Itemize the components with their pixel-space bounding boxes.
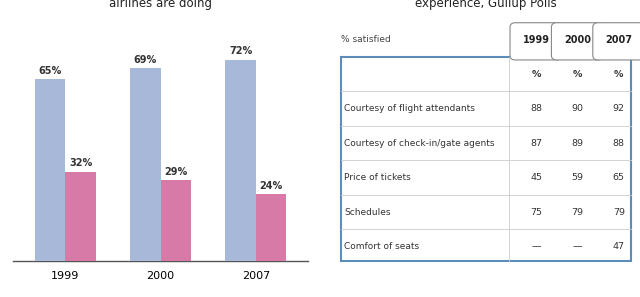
Bar bbox=[256, 194, 287, 261]
Title: Satisfaction with the job the nation's major
airlines are doing: Satisfaction with the job the nation's m… bbox=[33, 0, 288, 10]
Text: Price of tickets: Price of tickets bbox=[344, 173, 411, 182]
Bar bbox=[35, 79, 65, 261]
FancyBboxPatch shape bbox=[341, 57, 630, 261]
Text: 92: 92 bbox=[613, 104, 625, 113]
Text: 24%: 24% bbox=[260, 181, 283, 191]
Text: Comfort of seats: Comfort of seats bbox=[344, 242, 419, 251]
Text: Courtesy of flight attendants: Courtesy of flight attendants bbox=[344, 104, 475, 113]
Text: 69%: 69% bbox=[134, 55, 157, 65]
Text: 87: 87 bbox=[530, 138, 542, 148]
Bar bbox=[130, 68, 161, 261]
Text: 72%: 72% bbox=[229, 46, 252, 56]
Bar bbox=[65, 172, 96, 261]
Text: Schedules: Schedules bbox=[344, 208, 390, 217]
Text: 45: 45 bbox=[530, 173, 542, 182]
Text: Courtesy of check-in/gate agents: Courtesy of check-in/gate agents bbox=[344, 138, 494, 148]
Text: 90: 90 bbox=[572, 104, 584, 113]
FancyBboxPatch shape bbox=[552, 23, 604, 60]
Text: 32%: 32% bbox=[69, 158, 92, 168]
Text: 59: 59 bbox=[572, 173, 584, 182]
Text: 47: 47 bbox=[613, 242, 625, 251]
Text: 88: 88 bbox=[613, 138, 625, 148]
Text: 2000: 2000 bbox=[564, 34, 591, 45]
FancyBboxPatch shape bbox=[593, 23, 640, 60]
Bar bbox=[161, 180, 191, 261]
Text: 65: 65 bbox=[613, 173, 625, 182]
Text: 79: 79 bbox=[572, 208, 584, 217]
Text: % satisfied: % satisfied bbox=[341, 35, 390, 44]
Text: %: % bbox=[573, 69, 582, 78]
Text: 1999: 1999 bbox=[522, 34, 550, 45]
Text: 75: 75 bbox=[530, 208, 542, 217]
Text: 2007: 2007 bbox=[605, 34, 632, 45]
Text: 65%: 65% bbox=[38, 66, 61, 76]
Text: —: — bbox=[531, 242, 541, 251]
Text: 88: 88 bbox=[530, 104, 542, 113]
Text: 29%: 29% bbox=[164, 167, 188, 177]
Bar bbox=[225, 60, 256, 261]
Text: 89: 89 bbox=[572, 138, 584, 148]
Title: Satisfaction with specific aspects of the flying
experience, Gullup Polls: Satisfaction with specific aspects of th… bbox=[351, 0, 621, 10]
Text: 79: 79 bbox=[613, 208, 625, 217]
FancyBboxPatch shape bbox=[510, 23, 562, 60]
Text: %: % bbox=[531, 69, 541, 78]
Text: —: — bbox=[573, 242, 582, 251]
Text: %: % bbox=[614, 69, 623, 78]
